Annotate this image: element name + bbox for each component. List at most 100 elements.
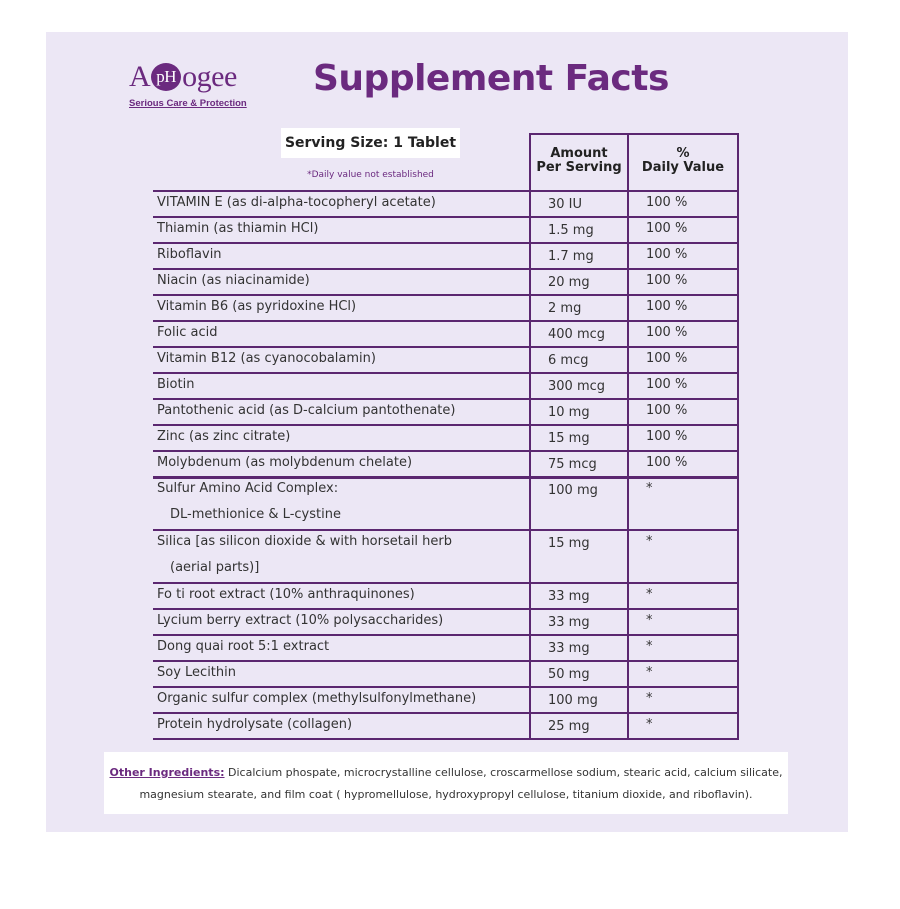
nutrient-name-cont: DL-methionice & L-cystine <box>170 507 341 522</box>
nutrient-amount: 50 mg <box>548 667 590 682</box>
nutrient-name: Soy Lecithin <box>157 665 236 680</box>
row-divider <box>153 608 738 610</box>
nutrient-daily-value: * <box>646 665 653 680</box>
row-divider <box>153 268 738 270</box>
row-divider <box>153 372 738 374</box>
nutrient-amount: 10 mg <box>548 405 590 420</box>
row-divider <box>153 242 738 244</box>
row-divider <box>153 346 738 348</box>
row-divider <box>153 738 738 740</box>
nutrient-amount: 300 mcg <box>548 379 606 394</box>
nutrient-amount: 75 mcg <box>548 457 597 472</box>
dv-header-line1: % <box>676 146 690 161</box>
row-divider <box>153 529 738 531</box>
other-ingredients: Other Ingredients: Dicalcium phospate, m… <box>104 752 788 814</box>
nutrient-amount: 30 IU <box>548 197 583 212</box>
logo-suffix: ogee <box>182 60 237 93</box>
nutrient-amount: 33 mg <box>548 641 590 656</box>
daily-value-note: *Daily value not established <box>307 170 434 180</box>
row-divider <box>153 216 738 218</box>
nutrient-daily-value: 100 % <box>646 403 688 418</box>
nutrient-name: Fo ti root extract (10% anthraquinones) <box>157 587 415 602</box>
logo-tagline: Serious Care & Protection <box>129 98 247 109</box>
nutrient-daily-value: 100 % <box>646 221 688 236</box>
row-divider <box>153 398 738 400</box>
nutrient-name: Zinc (as zinc citrate) <box>157 429 291 444</box>
dv-column-rule <box>627 133 629 740</box>
nutrient-name: Lycium berry extract (10% polysaccharide… <box>157 613 444 628</box>
nutrient-name: Molybdenum (as molybdenum chelate) <box>157 455 413 470</box>
nutrient-daily-value: * <box>646 691 653 706</box>
nutrient-daily-value: * <box>646 717 653 732</box>
nutrient-name: Sulfur Amino Acid Complex: <box>157 481 339 496</box>
nutrient-amount: 33 mg <box>548 589 590 604</box>
nutrient-daily-value: * <box>646 587 653 602</box>
table-right-rule <box>737 133 739 740</box>
header-top-rule <box>529 133 738 135</box>
serving-size: Serving Size: 1 Tablet <box>281 128 460 158</box>
nutrient-amount: 1.7 mg <box>548 249 594 264</box>
amount-header-line1: Amount <box>550 146 608 161</box>
nutrient-name: Dong quai root 5:1 extract <box>157 639 330 654</box>
other-ingredients-label: Other Ingredients: <box>109 766 225 779</box>
nutrient-name: Organic sulfur complex (methylsulfonylme… <box>157 691 477 706</box>
nutrient-amount: 15 mg <box>548 431 590 446</box>
nutrient-name: Niacin (as niacinamide) <box>157 273 310 288</box>
other-ingredients-line2: magnesium stearate, and film coat ( hypr… <box>139 788 753 801</box>
nutrient-daily-value: 100 % <box>646 455 688 470</box>
nutrient-amount: 400 mcg <box>548 327 606 342</box>
label-panel <box>46 32 848 832</box>
nutrient-amount: 15 mg <box>548 536 590 551</box>
header-bottom-rule <box>153 190 738 192</box>
amount-header: Amount Per Serving <box>530 147 628 175</box>
nutrient-daily-value: 100 % <box>646 377 688 392</box>
nutrient-daily-value: 100 % <box>646 299 688 314</box>
nutrient-name: Pantothenic acid (as D-calcium pantothen… <box>157 403 456 418</box>
row-divider <box>153 712 738 714</box>
dv-header: % Daily Value <box>628 147 738 175</box>
amount-column-rule <box>529 133 531 740</box>
nutrient-name: Silica [as silicon dioxide & with horset… <box>157 534 453 549</box>
row-divider <box>153 424 738 426</box>
nutrient-name: Thiamin (as thiamin HCl) <box>157 221 319 236</box>
nutrient-amount: 6 mcg <box>548 353 589 368</box>
nutrient-name-cont: (aerial parts)] <box>170 560 260 575</box>
nutrient-daily-value: 100 % <box>646 273 688 288</box>
section-divider <box>153 476 738 479</box>
nutrient-name: Biotin <box>157 377 195 392</box>
nutrient-name: Riboflavin <box>157 247 222 262</box>
nutrient-daily-value: * <box>646 534 653 549</box>
nutrient-daily-value: * <box>646 613 653 628</box>
nutrient-name: Vitamin B12 (as cyanocobalamin) <box>157 351 376 366</box>
nutrient-name: Vitamin B6 (as pyridoxine HCl) <box>157 299 357 314</box>
row-divider <box>153 582 738 584</box>
row-divider <box>153 634 738 636</box>
row-divider <box>153 660 738 662</box>
dv-header-line2: Daily Value <box>641 160 725 175</box>
row-divider <box>153 294 738 296</box>
amount-header-line2: Per Serving <box>536 160 622 175</box>
logo-prefix: A <box>129 60 151 93</box>
nutrient-daily-value: 100 % <box>646 351 688 366</box>
nutrient-daily-value: 100 % <box>646 247 688 262</box>
nutrient-daily-value: 100 % <box>646 195 688 210</box>
row-divider <box>153 450 738 452</box>
nutrient-daily-value: 100 % <box>646 325 688 340</box>
nutrient-name: Folic acid <box>157 325 218 340</box>
page-title: Supplement Facts <box>313 58 669 99</box>
nutrient-name: VITAMIN E (as di-alpha-tocopheryl acetat… <box>157 195 436 210</box>
nutrient-daily-value: 100 % <box>646 429 688 444</box>
row-divider <box>153 686 738 688</box>
row-divider <box>153 320 738 322</box>
nutrient-amount: 100 mg <box>548 693 598 708</box>
other-ingredients-line1: Dicalcium phospate, microcrystalline cel… <box>224 766 783 779</box>
nutrient-amount: 100 mg <box>548 483 598 498</box>
nutrient-amount: 1.5 mg <box>548 223 594 238</box>
nutrient-amount: 2 mg <box>548 301 582 316</box>
nutrient-amount: 25 mg <box>548 719 590 734</box>
nutrient-daily-value: * <box>646 481 653 496</box>
nutrient-name: Protein hydrolysate (collagen) <box>157 717 353 732</box>
logo-ph-circle: pH <box>151 63 182 91</box>
